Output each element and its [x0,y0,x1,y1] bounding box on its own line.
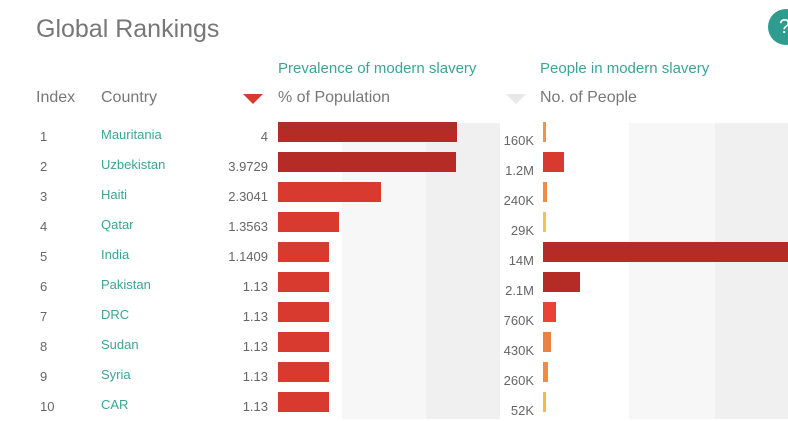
prevalence-value: 1.13 [242,339,268,354]
prevalence-value: 3.9729 [228,159,268,174]
prevalence-bar [278,212,339,232]
rank-index: 10 [40,399,55,414]
grid-band [342,123,426,419]
people-bar [543,182,547,202]
prevalence-bar [278,362,329,382]
prevalence-bar [278,182,381,202]
people-bar [543,302,556,322]
prevalence-value: 1.13 [242,399,268,414]
people-value: 29K [510,223,534,238]
country-link[interactable]: India [101,247,130,262]
country-link[interactable]: Mauritania [101,127,162,142]
people-bar [543,362,548,382]
grid-band [629,123,715,419]
sort-inactive-icon[interactable] [506,94,526,104]
rank-index: 1 [40,129,48,144]
prevalence-bar [278,392,329,412]
table-row[interactable]: 7 DRC 1.13 760K [0,301,788,331]
prevalence-value: 1.3563 [228,219,268,234]
prevalence-bar [278,122,457,142]
people-value: 2.1M [505,283,534,298]
table-row[interactable]: 1 Mauritania 4 160K [0,121,788,151]
people-bar [543,122,546,142]
prevalence-bar [278,152,456,172]
people-bar [543,392,546,412]
prevalence-bar [278,242,329,262]
sort-desc-icon[interactable] [243,94,263,104]
rank-index: 3 [40,189,48,204]
country-link[interactable]: Syria [101,367,131,382]
people-bar [543,152,564,172]
people-bar [543,272,580,292]
country-link[interactable]: Uzbekistan [101,157,166,172]
people-value: 760K [503,313,534,328]
grid-band [426,123,500,419]
table-row[interactable]: 3 Haiti 2.3041 240K [0,181,788,211]
people-value: 52K [510,403,534,418]
prevalence-value: 1.13 [242,309,268,324]
page-title: Global Rankings [36,15,220,43]
index-column-header: Index [36,89,76,106]
rank-index: 5 [40,249,48,264]
people-bar [543,242,788,262]
prevalence-bar [278,332,329,352]
country-link[interactable]: DRC [101,307,130,322]
grid-band [715,123,788,419]
rank-index: 7 [40,309,48,324]
prevalence-column-header[interactable]: % of Population [278,89,391,106]
people-bar [543,212,546,232]
prevalence-bar [278,302,329,322]
people-value: 240K [503,193,534,208]
people-value: 160K [503,133,534,148]
rank-index: 8 [40,339,48,354]
country-link[interactable]: Qatar [101,217,134,232]
prevalence-value: 1.13 [242,279,268,294]
table-row[interactable]: 9 Syria 1.13 260K [0,361,788,391]
prevalence-section-heading: Prevalence of modern slavery [278,60,477,77]
people-value: 430K [503,343,534,358]
prevalence-bar [278,272,329,292]
grid-band [543,123,629,419]
table-row[interactable]: 2 Uzbekistan 3.9729 1.2M [0,151,788,181]
people-value: 1.2M [505,163,534,178]
rank-index: 9 [40,369,48,384]
country-link[interactable]: CAR [101,397,129,412]
table-row[interactable]: 8 Sudan 1.13 430K [0,331,788,361]
table-row[interactable]: 10 CAR 1.13 52K [0,391,788,421]
rank-index: 2 [40,159,48,174]
prevalence-value: 1.13 [242,369,268,384]
rank-index: 4 [40,219,48,234]
rank-index: 6 [40,279,48,294]
people-section-heading: People in modern slavery [540,60,710,77]
table-row[interactable]: 4 Qatar 1.3563 29K [0,211,788,241]
help-button[interactable]: ? [768,9,788,45]
country-link[interactable]: Sudan [101,337,139,352]
people-value: 260K [503,373,534,388]
table-row[interactable]: 6 Pakistan 1.13 2.1M [0,271,788,301]
people-column-header[interactable]: No. of People [540,89,637,106]
country-link[interactable]: Pakistan [101,277,151,292]
country-link[interactable]: Haiti [101,187,128,202]
people-value: 14M [508,253,534,268]
prevalence-value: 1.1409 [228,249,268,264]
prevalence-value: 2.3041 [228,189,268,204]
table-row[interactable]: 5 India 1.1409 14M [0,241,788,271]
prevalence-value: 4 [260,129,268,144]
country-column-header[interactable]: Country [101,89,158,106]
people-bar [543,332,551,352]
